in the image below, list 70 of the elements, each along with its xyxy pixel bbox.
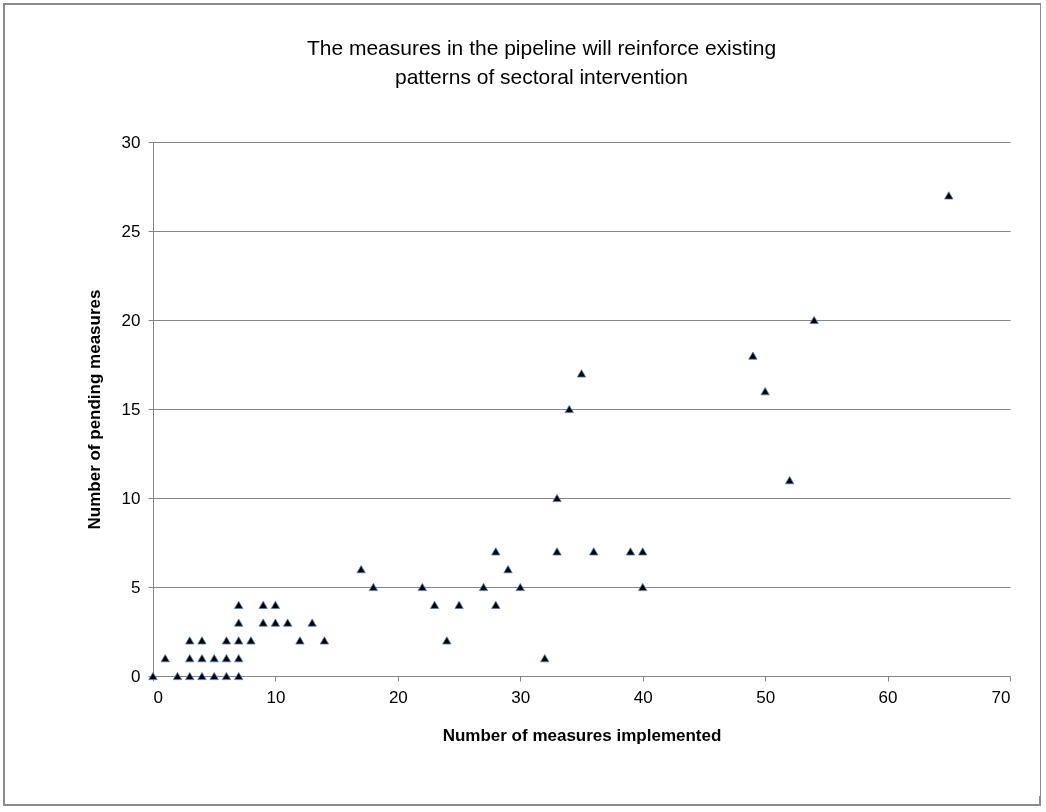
chart-title: The measures in the pipeline will reinforce existing patterns of sectoral intervention bbox=[306, 36, 777, 88]
y-tick-label: 25 bbox=[121, 221, 141, 241]
point bbox=[478, 582, 489, 592]
point bbox=[319, 636, 329, 645]
point bbox=[234, 618, 244, 627]
point bbox=[221, 636, 232, 645]
y-tick-label: 30 bbox=[121, 132, 141, 152]
point bbox=[503, 565, 513, 574]
point bbox=[760, 387, 770, 396]
y-tick-label: 10 bbox=[121, 488, 141, 508]
point bbox=[589, 547, 599, 556]
point bbox=[785, 476, 795, 485]
point bbox=[430, 600, 440, 609]
point bbox=[221, 654, 232, 663]
point bbox=[368, 582, 378, 592]
point bbox=[234, 671, 244, 681]
point bbox=[944, 191, 954, 200]
point bbox=[748, 351, 758, 360]
x-axis-title: Number of measures implemented bbox=[442, 725, 722, 745]
point bbox=[185, 671, 195, 681]
point bbox=[185, 654, 195, 663]
point bbox=[442, 636, 452, 645]
x-tick-label: 60 bbox=[878, 687, 898, 707]
x-tick-label: 40 bbox=[633, 687, 653, 707]
point bbox=[270, 600, 281, 609]
x-tick-label: 30 bbox=[511, 687, 531, 707]
point bbox=[540, 654, 550, 663]
point bbox=[283, 618, 293, 627]
y-tick-label: 20 bbox=[121, 310, 141, 330]
point bbox=[356, 565, 366, 574]
x-tick-label: 70 bbox=[991, 687, 1011, 707]
y-tick-label: 15 bbox=[121, 399, 141, 419]
point bbox=[809, 315, 819, 325]
x-tick-label: 0 bbox=[153, 687, 163, 707]
point bbox=[197, 671, 207, 681]
point bbox=[552, 493, 562, 503]
point bbox=[491, 547, 501, 556]
point bbox=[234, 636, 244, 645]
point bbox=[258, 600, 268, 609]
point bbox=[638, 547, 648, 556]
point bbox=[209, 671, 219, 681]
y-tick-label: 5 bbox=[131, 577, 141, 597]
x-tick-label: 10 bbox=[266, 687, 286, 707]
point bbox=[564, 404, 574, 414]
x-tick-label: 50 bbox=[756, 687, 776, 707]
point bbox=[454, 600, 464, 609]
point bbox=[638, 582, 648, 592]
point bbox=[221, 671, 232, 681]
point bbox=[197, 654, 207, 663]
point bbox=[576, 369, 587, 378]
point bbox=[172, 671, 183, 681]
x-tick-label: 20 bbox=[388, 687, 408, 707]
point bbox=[491, 600, 501, 609]
point bbox=[295, 636, 305, 645]
point bbox=[307, 618, 317, 627]
point bbox=[417, 582, 427, 592]
point bbox=[258, 618, 268, 627]
point bbox=[515, 582, 525, 592]
point bbox=[209, 654, 219, 663]
point bbox=[552, 547, 562, 556]
point bbox=[234, 654, 244, 663]
point bbox=[234, 600, 244, 609]
point bbox=[160, 654, 170, 663]
point bbox=[246, 636, 256, 645]
point bbox=[270, 618, 281, 627]
point bbox=[197, 636, 207, 645]
y-tick-label: 0 bbox=[131, 666, 141, 686]
y-axis-title: Number of pending measures bbox=[84, 289, 104, 530]
point bbox=[625, 547, 636, 556]
point bbox=[185, 636, 195, 645]
